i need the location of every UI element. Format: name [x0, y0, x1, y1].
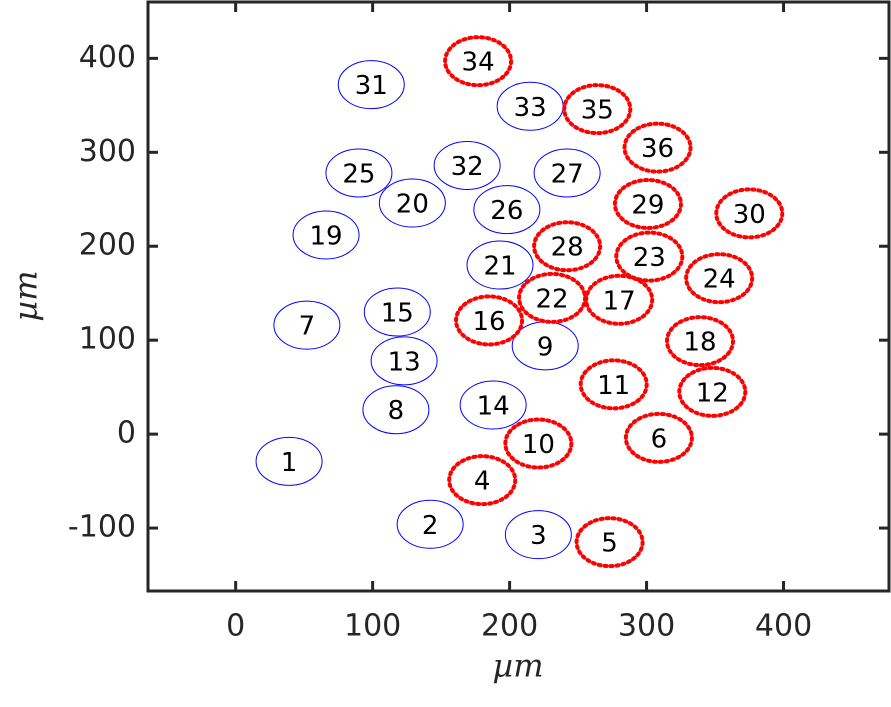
region-label: 13: [388, 347, 421, 377]
region: [664, 315, 735, 368]
region: [273, 300, 341, 350]
region: [614, 230, 685, 283]
region-label: 35: [581, 96, 614, 126]
y-tick-label: 0: [117, 416, 136, 451]
region-label: 5: [601, 529, 618, 559]
region-label: 28: [551, 233, 584, 263]
region: [396, 499, 464, 549]
region-label: 16: [473, 307, 506, 337]
region: [363, 287, 431, 337]
region: [517, 271, 588, 324]
region: [433, 140, 501, 190]
region: [459, 380, 527, 430]
region: [532, 220, 603, 273]
region: [466, 240, 534, 290]
region-label: 24: [703, 265, 736, 295]
region-label: 30: [733, 200, 766, 230]
region-label: 29: [631, 190, 664, 220]
region: [677, 365, 748, 418]
region: [370, 336, 438, 386]
region-label: 10: [522, 430, 555, 460]
y-tick-label: 100: [79, 322, 136, 357]
region-label: 26: [490, 196, 523, 226]
y-tick-label: 200: [79, 228, 136, 263]
region-label: 14: [477, 392, 510, 422]
region: [378, 178, 446, 228]
region-label: 31: [355, 71, 388, 101]
region: [714, 187, 785, 240]
region-label: 19: [310, 221, 343, 251]
region: [255, 436, 323, 486]
region: [623, 411, 694, 464]
region-label: 32: [451, 152, 484, 182]
region-label: 11: [597, 371, 630, 401]
region-label: 9: [537, 332, 554, 362]
region: [454, 294, 525, 347]
region: [292, 210, 360, 260]
region: [622, 121, 693, 174]
region-label: 20: [396, 190, 429, 220]
region-label: 4: [474, 467, 491, 497]
region-label: 3: [530, 521, 547, 551]
region: [562, 83, 633, 136]
region: [504, 510, 572, 560]
region-label: 33: [514, 93, 547, 123]
x-axis-label: µm: [492, 647, 543, 685]
region: [574, 516, 645, 569]
region-label: 12: [696, 378, 729, 408]
y-tick-label: -100: [68, 510, 136, 545]
region-label: 25: [342, 159, 375, 189]
region-label: 6: [651, 424, 668, 454]
region-label: 27: [551, 159, 584, 189]
x-tick-label: 200: [481, 609, 538, 644]
region: [578, 358, 649, 411]
region-label: 2: [422, 511, 439, 541]
region-label: 18: [683, 328, 716, 358]
x-tick-label: 100: [344, 609, 401, 644]
y-axis-label: µm: [7, 270, 45, 321]
region-label: 8: [388, 396, 405, 426]
region: [443, 35, 514, 88]
region-label: 7: [299, 312, 316, 342]
region: [325, 148, 393, 198]
x-tick-label: 0: [226, 609, 245, 644]
region-label: 23: [633, 243, 666, 273]
y-tick-label: 300: [79, 134, 136, 169]
region-label: 22: [536, 284, 569, 314]
x-tick-label: 300: [618, 609, 675, 644]
region-label: 17: [603, 286, 636, 316]
region: [533, 148, 601, 198]
region: [337, 60, 405, 110]
region-label: 15: [381, 299, 414, 329]
region: [362, 385, 430, 435]
region-label: 21: [483, 252, 516, 282]
plot-frame: [146, 0, 891, 593]
region: [612, 177, 683, 230]
y-tick-label: 400: [79, 40, 136, 75]
x-tick-label: 400: [755, 609, 812, 644]
region: [473, 185, 541, 235]
region: [447, 454, 518, 507]
region-label: 1: [281, 448, 298, 478]
region-label: 34: [462, 48, 495, 78]
region: [684, 252, 755, 305]
region: [503, 417, 574, 470]
region-label: 36: [641, 134, 674, 164]
